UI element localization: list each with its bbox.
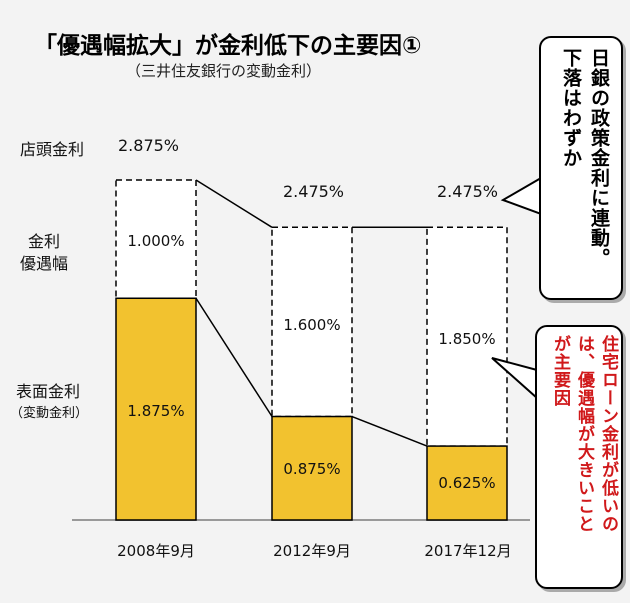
bar-3-applied [426, 445, 508, 521]
bar-3-discount [426, 226, 508, 447]
x-tick-label-1: 2008年9月 [117, 542, 195, 560]
x-tick-label-2: 2012年9月 [273, 542, 351, 560]
callout-discount-cause-line-3: が主要因 [550, 335, 570, 407]
bar-1-discount [115, 179, 197, 300]
bar-3-discount-label: 1.850% [438, 330, 496, 348]
callout-policy-rate-line-1: 日銀の政策金利に連動。 [588, 48, 610, 268]
x-tick-label-3: 2017年12月 [424, 542, 512, 560]
connector-applied-2 [351, 415, 428, 447]
row-label-applied-1: 表面金利 [16, 382, 81, 401]
row-label-discount-2: 優遇幅 [20, 254, 69, 273]
bar-2-discount [271, 226, 353, 418]
callout-discount-cause-line-2: は、優遇幅が大きいこと [574, 335, 594, 533]
connector-total-1 [195, 179, 273, 228]
chart-title: 「優遇幅拡大」が金利低下の主要因① [34, 33, 422, 59]
bar-1-applied [115, 297, 197, 521]
total-label-2: 2.475% [283, 182, 345, 201]
callout-discount-cause-line-1: 住宅ローン金利が低いの [598, 335, 618, 533]
bar-1-applied-label: 1.875% [127, 402, 185, 420]
callout-policy-rate-line-2: 下落はわずか [560, 48, 582, 168]
bar-3-applied-label: 0.625% [438, 474, 496, 492]
chart-subtitle: （三井住友銀行の変動金利） [126, 62, 322, 80]
callout-discount-cause: 住宅ローン金利が低いの は、優遇幅が大きいこと が主要因 [535, 325, 623, 589]
row-label-store-rate: 店頭金利 [20, 140, 85, 159]
bar-2-applied-label: 0.875% [283, 460, 341, 478]
total-label-1: 2.875% [118, 136, 180, 155]
row-label-applied-2: （変動金利） [10, 406, 89, 421]
callout-policy-rate-tail [500, 176, 542, 216]
bar-2-applied [271, 415, 353, 521]
callout-policy-rate: 日銀の政策金利に連動。 下落はわずか [539, 36, 623, 300]
row-label-discount-1: 金利 [28, 232, 61, 251]
bar-2-discount-label: 1.600% [283, 316, 341, 334]
bar-1-discount-label: 1.000% [127, 232, 185, 250]
total-label-3: 2.475% [437, 182, 499, 201]
connector-applied-1 [195, 297, 273, 417]
